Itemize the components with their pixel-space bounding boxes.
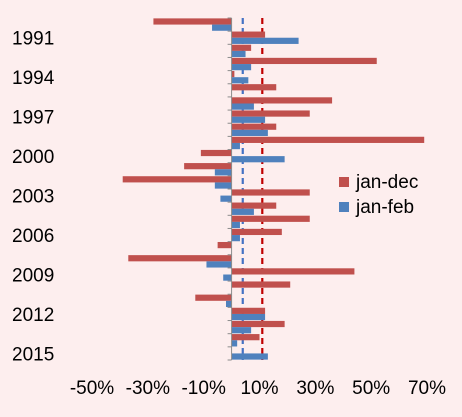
bar-jan-dec-1997 bbox=[231, 110, 310, 117]
bars bbox=[122, 18, 425, 360]
bar-jan-dec-2008 bbox=[128, 255, 232, 262]
bar-jan-feb-2000 bbox=[231, 156, 285, 163]
bar-jan-feb-2001 bbox=[214, 169, 232, 176]
bar-jan-dec-1990 bbox=[153, 18, 232, 25]
x-tick-label: 50% bbox=[352, 378, 390, 399]
bar-jan-feb-2004 bbox=[231, 208, 254, 215]
bar-jan-dec-2003 bbox=[231, 189, 310, 196]
x-tick-label: 70% bbox=[408, 378, 446, 399]
bar-jan-dec-2012 bbox=[231, 307, 266, 314]
y-tick-label: 1991 bbox=[12, 29, 54, 50]
legend-label-jan-feb: jan-feb bbox=[355, 197, 414, 218]
bar-jan-feb-1993 bbox=[231, 64, 252, 71]
bar-jan-dec-2001 bbox=[184, 163, 232, 170]
bar-jan-dec-2006 bbox=[231, 228, 282, 236]
bar-jan-feb-1991 bbox=[231, 37, 299, 44]
y-tick-label: 1994 bbox=[12, 68, 55, 89]
bar-jan-dec-1994 bbox=[231, 70, 235, 78]
bar-jan-feb-2013 bbox=[231, 327, 252, 334]
bar-jan-dec-1992 bbox=[231, 44, 252, 51]
y-tick-label: 1997 bbox=[12, 108, 54, 129]
bar-jan-feb-2014 bbox=[231, 340, 238, 347]
bar-jan-feb-2011 bbox=[226, 300, 232, 308]
y-axis-ticks: 1991 1994 1997 2000 2003 2006 2009 2012 2015 bbox=[12, 29, 55, 366]
bar-jan-dec-2004 bbox=[231, 202, 277, 209]
bar-jan-feb-1996 bbox=[231, 103, 254, 110]
bar-jan-dec-2013 bbox=[231, 320, 285, 328]
bar-jan-dec-2005 bbox=[231, 215, 310, 222]
bar-jan-dec-1996 bbox=[231, 97, 333, 104]
bar-jan-dec-2010 bbox=[231, 281, 291, 288]
bar-jan-feb-2015 bbox=[231, 353, 268, 360]
bar-jan-dec-2000 bbox=[200, 149, 232, 157]
legend-swatch-jan-feb bbox=[339, 202, 349, 212]
legend: jan-dec jan-feb bbox=[339, 172, 418, 218]
y-tick-label: 2006 bbox=[12, 226, 54, 247]
legend-swatch-jan-dec bbox=[339, 177, 349, 187]
bar-jan-feb-1994 bbox=[231, 77, 249, 84]
bar-jan-feb-2005 bbox=[231, 221, 240, 229]
bar-jan-feb-2012 bbox=[231, 313, 266, 321]
x-tick-label: -30% bbox=[126, 378, 170, 399]
bar-jan-feb-1999 bbox=[231, 142, 240, 150]
y-tick-label: 2012 bbox=[12, 305, 54, 326]
y-tick-label: 2003 bbox=[12, 187, 54, 208]
bar-jan-feb-2003 bbox=[220, 195, 232, 202]
bar-jan-dec-2002 bbox=[122, 176, 232, 183]
bar-jan-dec-2007 bbox=[217, 241, 232, 249]
bar-jan-dec-2011 bbox=[195, 294, 232, 301]
y-tick-label: 2015 bbox=[12, 344, 54, 365]
bar-jan-feb-2002 bbox=[214, 182, 232, 189]
bar-jan-dec-2014 bbox=[231, 334, 260, 341]
bar-jan-feb-1992 bbox=[231, 50, 246, 58]
bar-jan-dec-1998 bbox=[231, 123, 277, 130]
legend-label-jan-dec: jan-dec bbox=[355, 172, 418, 193]
x-tick-label: 30% bbox=[296, 378, 334, 399]
reference-lines bbox=[241, 18, 264, 360]
axis bbox=[227, 17, 233, 361]
bar-jan-dec-1991 bbox=[231, 31, 266, 38]
x-tick-label: -50% bbox=[70, 378, 114, 399]
x-tick-label: -10% bbox=[181, 378, 225, 399]
x-tick-label: 10% bbox=[240, 378, 278, 399]
bar-jan-dec-1995 bbox=[231, 84, 277, 91]
bar-jan-dec-2009 bbox=[231, 268, 355, 275]
bar-jan-feb-1997 bbox=[231, 116, 266, 123]
y-tick-label: 2000 bbox=[12, 147, 54, 168]
bar-jan-feb-2009 bbox=[223, 274, 232, 281]
bar-jan-feb-2008 bbox=[206, 261, 232, 268]
x-axis-ticks: -50% -30% -10% 10% 30% 50% 70% bbox=[70, 378, 446, 399]
bar-jan-feb-1990 bbox=[212, 24, 232, 31]
bar-jan-dec-1999 bbox=[231, 136, 425, 143]
y-tick-label: 2009 bbox=[12, 266, 54, 287]
bar-jan-feb-1998 bbox=[231, 129, 268, 137]
bar-jan-dec-1993 bbox=[231, 57, 377, 65]
bar-jan-feb-2006 bbox=[231, 235, 240, 242]
